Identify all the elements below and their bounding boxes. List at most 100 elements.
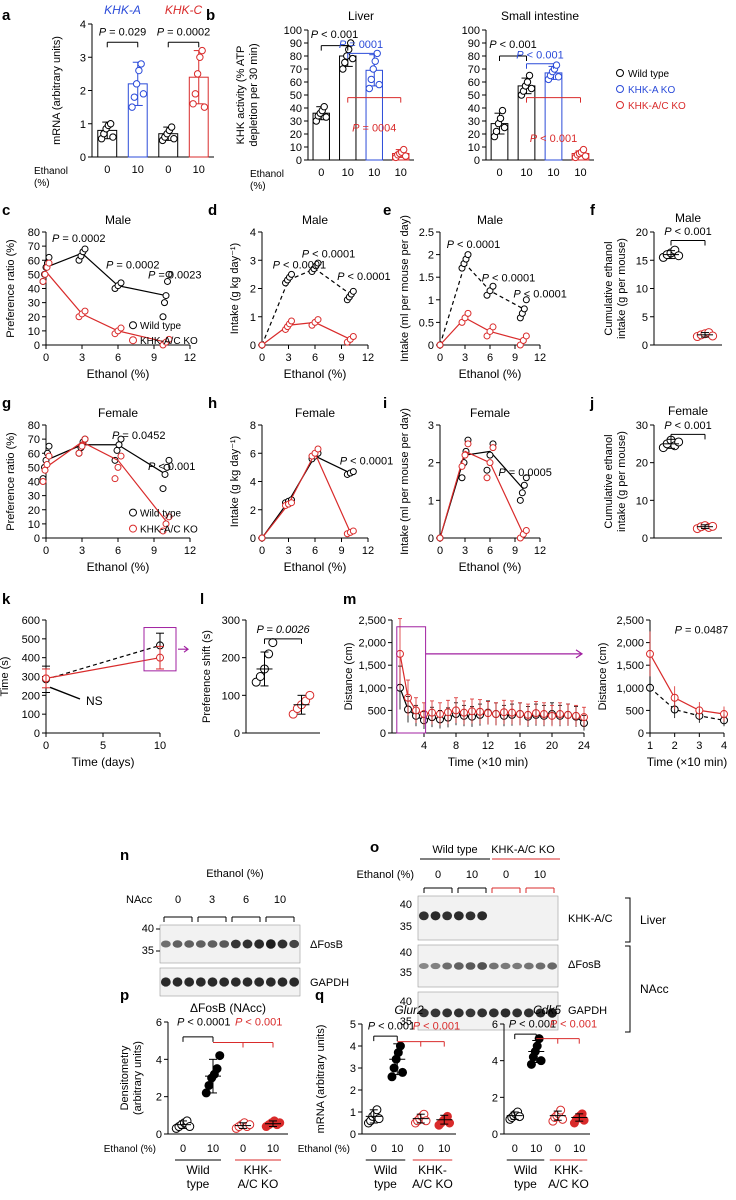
p-value-text: < 0.001 (524, 50, 564, 62)
y-axis-label: (arbitrary units) (132, 1041, 144, 1115)
y-tick-label: 100 (462, 25, 480, 37)
p-symbol: P (675, 625, 683, 637)
data-point (162, 520, 170, 528)
x-tick-label: 0 (555, 1143, 561, 1155)
x-tick-label: 0 (371, 1143, 377, 1155)
series-line (399, 653, 585, 718)
series-line (649, 687, 725, 721)
x-tick-label: 10 (438, 1143, 450, 1155)
p-symbol: P (513, 289, 521, 301)
y-tick-label: 0 (250, 340, 256, 352)
data-point (398, 1067, 408, 1077)
p-symbol: P (339, 39, 347, 51)
y-axis-label: Preference ratio (%) (5, 239, 17, 337)
y-tick-label: 0 (642, 340, 648, 352)
blot-band (289, 977, 300, 987)
blot-group-label: KHK-A/C KO (491, 844, 555, 856)
blot-band (254, 939, 265, 949)
p-value-label: P < 0.001 (550, 1019, 597, 1031)
blot-band (465, 962, 476, 970)
data-point (518, 489, 526, 497)
p-symbol: P (148, 461, 156, 473)
p-value-text: = 0.0005 (506, 467, 552, 479)
x-row-label: Ethanol (%) (298, 1144, 350, 1155)
chart-header: KHK-A (104, 3, 141, 17)
data-point (43, 461, 51, 469)
p-symbol: P (273, 260, 281, 272)
blot-band (523, 962, 534, 970)
p-value-text: = 0001 (346, 39, 383, 51)
y-tick-label: 500 (22, 634, 40, 646)
y-tick-label: 30 (28, 491, 40, 503)
y-tick-label: 1 (250, 312, 256, 324)
data-point (349, 287, 357, 295)
tissue-bracket (625, 945, 631, 1033)
lane-label: 10 (274, 894, 286, 906)
y-tick-label: 4 (250, 477, 256, 489)
data-point (258, 341, 266, 349)
data-point (516, 496, 524, 504)
p-symbol: P (530, 133, 538, 145)
data-point (165, 513, 173, 521)
blot-band (477, 911, 488, 921)
data-point (288, 317, 295, 325)
y-tick-label: 90 (290, 38, 302, 50)
data-point (45, 442, 53, 450)
y-tick-label: 80 (28, 227, 40, 239)
mw-label: 40 (400, 899, 412, 911)
data-point (314, 259, 322, 267)
y-tick-label: 20 (636, 458, 648, 470)
y-tick-label: 70 (468, 64, 480, 76)
bar (544, 72, 563, 161)
p-value-label: P < 0.0001 (447, 239, 501, 251)
blot-band (442, 911, 453, 921)
series-line (439, 317, 524, 346)
blot-band (488, 962, 499, 970)
x-tick-label: 0 (512, 1143, 518, 1155)
y-tick-label: 10 (28, 326, 40, 338)
data-point (348, 54, 357, 63)
y-tick-label: 1 (428, 495, 434, 507)
blot-band (230, 939, 241, 949)
y-tick-label: 80 (290, 51, 302, 63)
y-tick-label: 8 (250, 420, 256, 432)
y-tick-label: 4 (156, 1054, 162, 1066)
x-tick-label: 9 (151, 545, 157, 557)
blot-band (418, 962, 429, 970)
y-tick-label: 4 (492, 1056, 498, 1068)
data-point (464, 440, 472, 448)
data-point (75, 449, 83, 457)
p-symbol: P (664, 420, 672, 432)
p-value-text: < 0.001 (242, 1017, 282, 1029)
data-point (130, 93, 139, 101)
p-value-label: P < 0.0001 (482, 273, 536, 285)
y-tick-label: 1,000 (616, 683, 644, 695)
y-tick-label: 0 (428, 340, 434, 352)
p-value-text: < 0.001 (557, 1019, 597, 1031)
mw-label: 35 (400, 967, 412, 979)
blot-band (195, 940, 206, 948)
lane-label: 0 (175, 894, 181, 906)
series-line (45, 657, 161, 679)
arrow-icon (178, 645, 189, 653)
blot-band (442, 1008, 453, 1018)
lane-label: 0 (503, 869, 509, 881)
mw-label: 40 (400, 947, 412, 959)
y-tick-label: 10 (636, 284, 648, 296)
chart-m_inset: 0 500 1,000 1,500 2,000 2,500 1 2 3 4 P = 0.0487 Ti… (597, 615, 728, 769)
chart-j: 0 10 20 30 Female Cumulative ethanol intake (g… (603, 404, 722, 545)
data-point (532, 1041, 542, 1051)
x-tick-label: 6 (115, 545, 121, 557)
x-tick-label: 16 (514, 740, 526, 752)
group-label: type (187, 1177, 210, 1191)
y-tick-label: 0 (474, 155, 480, 167)
p-symbol: P (106, 260, 114, 272)
x-tick-label: 0 (43, 740, 49, 752)
p-value-label: P < 0.001 (148, 461, 195, 473)
p-value-label: P = 0.0002 (52, 233, 106, 245)
y-tick-label: 70 (290, 64, 302, 76)
data-point (288, 499, 295, 507)
x-tick-label: 6 (312, 352, 318, 364)
y-tick-label: 40 (28, 284, 40, 296)
